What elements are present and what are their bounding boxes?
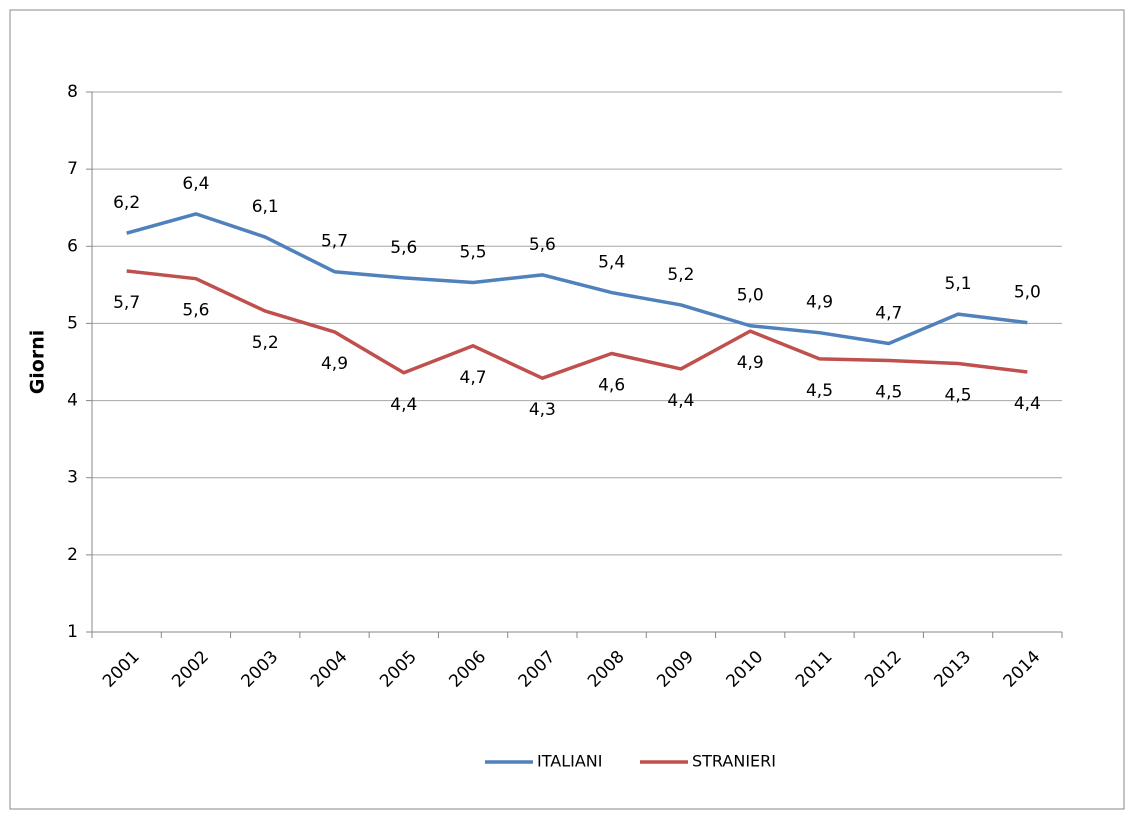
data-label: 5,2 (252, 333, 279, 353)
data-label: 4,9 (737, 353, 764, 373)
y-tick-label: 3 (67, 468, 78, 488)
legend-label: STRANIERI (692, 752, 776, 771)
data-label: 5,0 (737, 286, 764, 306)
line (126, 212, 1028, 346)
y-tick-label: 6 (67, 236, 78, 256)
data-label: 5,6 (529, 235, 556, 255)
data-label: 5,6 (182, 301, 209, 321)
y-tick-label: 7 (67, 159, 78, 179)
chart-frame (9, 9, 1125, 810)
legend-label: ITALIANI (537, 752, 602, 771)
data-label: 4,9 (321, 354, 348, 374)
data-label: 5,2 (667, 265, 694, 285)
y-axis-label: Giorni (27, 330, 49, 395)
data-label: 6,2 (113, 193, 140, 213)
data-label: 5,5 (460, 243, 487, 263)
data-label: 4,3 (529, 400, 556, 420)
data-label: 4,4 (390, 395, 417, 415)
data-label: 4,7 (875, 303, 902, 323)
data-label: 4,5 (875, 382, 902, 402)
data-label: 4,7 (460, 368, 487, 388)
y-tick-label: 8 (67, 82, 78, 102)
data-label: 6,4 (182, 174, 209, 194)
data-label: 5,6 (390, 238, 417, 258)
data-label: 4,6 (598, 376, 625, 396)
data-label: 4,9 (806, 293, 833, 313)
data-label: 6,1 (252, 197, 279, 217)
data-label: 5,7 (321, 232, 348, 252)
y-tick-label: 4 (67, 391, 78, 411)
data-label: 5,1 (945, 274, 972, 294)
y-tick-label: 2 (67, 545, 78, 565)
data-label: 5,4 (598, 253, 625, 273)
line (126, 269, 1028, 380)
data-label: 5,7 (113, 293, 140, 313)
data-label: 4,5 (806, 381, 833, 401)
data-label: 5,0 (1014, 283, 1041, 303)
data-label: 4,5 (945, 386, 972, 406)
data-label: 4,4 (667, 391, 694, 411)
y-tick-label: 1 (67, 622, 78, 642)
data-label: 4,4 (1014, 394, 1041, 414)
y-tick-label: 5 (67, 313, 78, 333)
